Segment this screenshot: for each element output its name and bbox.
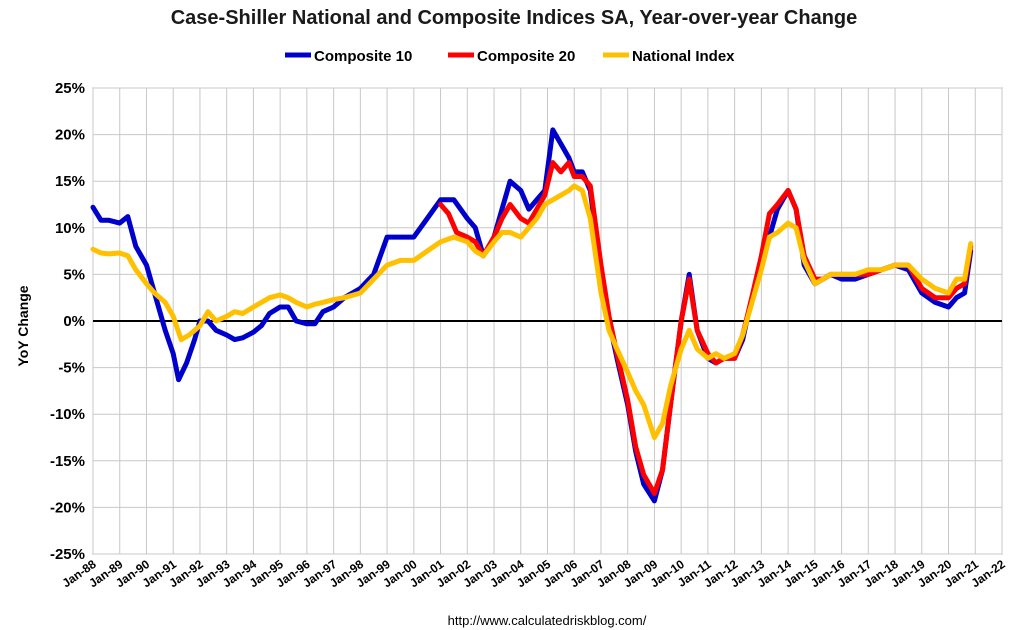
y-tick-label: -20% [50, 499, 85, 516]
legend-label: Composite 20 [477, 48, 575, 65]
y-axis-label: YoY Change [15, 285, 31, 366]
legend-label: Composite 10 [314, 48, 412, 65]
y-tick-label: -25% [50, 546, 85, 563]
source-url: http://www.calculatedriskblog.com/ [448, 613, 647, 628]
y-tick-label: -10% [50, 406, 85, 423]
y-axis-ticks: 25% 20% 15% 10% 5% 0% -5% -10% -15% -20% -25% [50, 80, 85, 563]
x-axis-ticks: Jan-88Jan-89Jan-90Jan-91Jan-92Jan-93Jan-… [60, 557, 1008, 590]
series-layer [90, 127, 974, 504]
y-tick-label: 0% [63, 313, 85, 330]
y-tick-label: -5% [58, 360, 85, 377]
y-tick-label: 5% [63, 266, 85, 283]
y-tick-label: 25% [55, 80, 85, 97]
y-tick-label: 15% [55, 173, 85, 190]
y-tick-label: -15% [50, 453, 85, 470]
chart-title: Case-Shiller National and Composite Indi… [171, 7, 858, 29]
legend-label: National Index [632, 48, 735, 65]
series-line-national-index [90, 183, 974, 440]
legend: Composite 10 Composite 20 National Index [285, 48, 735, 65]
y-tick-label: 10% [55, 220, 85, 237]
y-tick-label: 20% [55, 127, 85, 144]
